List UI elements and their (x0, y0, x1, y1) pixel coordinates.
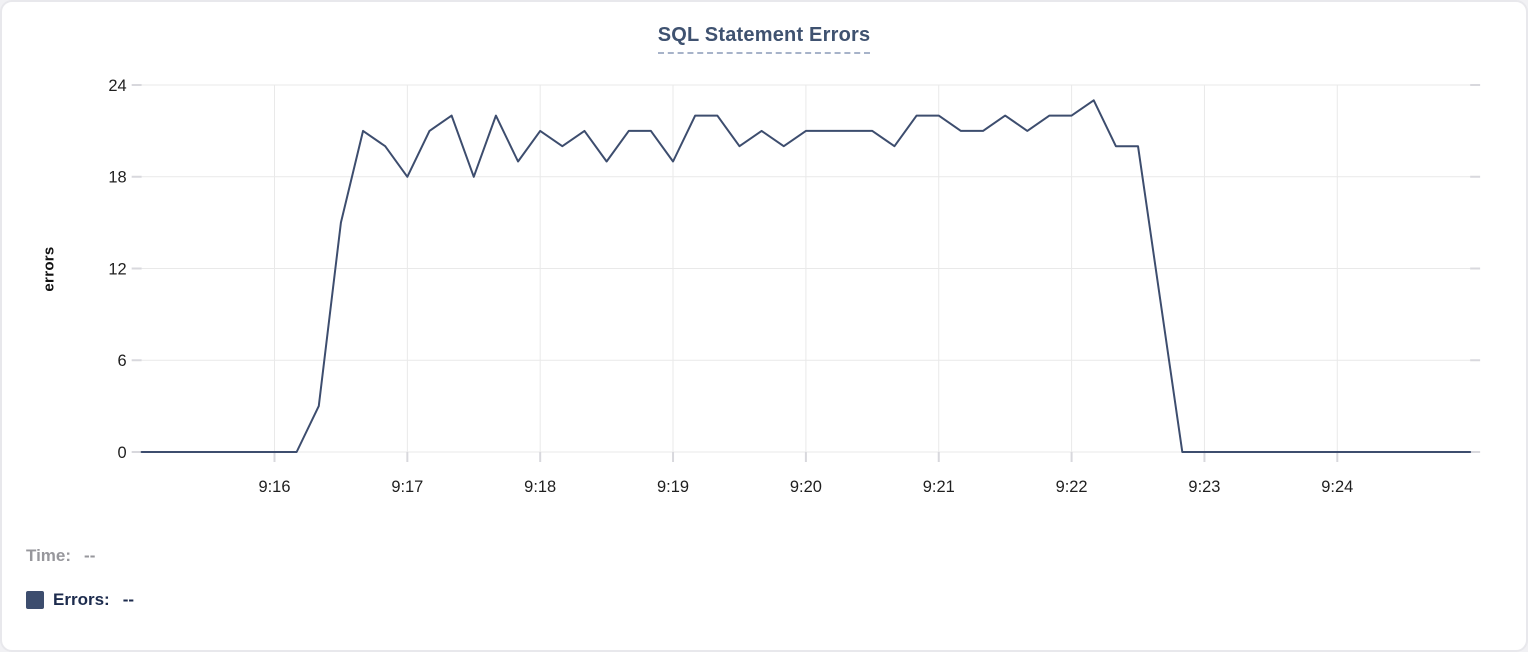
errors-line-chart[interactable]: 0 6 12 18 24 9:16 9:17 9:18 9:19 9:20 9:21 9:22 9:23… (2, 62, 1526, 502)
chart-readout: Time: -- Errors: -- (2, 546, 1526, 610)
chart-header: SQL Statement Errors (2, 2, 1526, 62)
errors-readout-value: -- (122, 590, 135, 609)
x-tick-label: 9:16 (258, 478, 290, 496)
y-tick-label: 12 (108, 260, 126, 278)
x-tick-label: 9:17 (391, 478, 423, 496)
x-tick-label: 9:24 (1321, 478, 1353, 496)
x-tick-label: 9:21 (923, 478, 955, 496)
time-readout-row: Time: -- (26, 546, 1526, 566)
errors-series-line[interactable] (140, 99, 1472, 453)
time-readout-value: -- (84, 546, 96, 565)
chart-title[interactable]: SQL Statement Errors (657, 24, 871, 54)
errors-readout-label: Errors: (53, 590, 110, 609)
x-tick-label: 9:19 (657, 478, 689, 496)
errors-series-swatch (26, 591, 44, 609)
x-tick-label: 9:20 (790, 478, 822, 496)
errors-readout-row: Errors: -- (26, 590, 1526, 610)
y-tick-label: 6 (118, 352, 127, 370)
time-readout-label: Time: (26, 546, 72, 565)
y-tick-label: 0 (118, 444, 127, 462)
x-tick-label: 9:22 (1056, 478, 1088, 496)
y-tick-label: 24 (108, 77, 126, 95)
chart-area: errors 0 6 12 18 24 9:16 9:17 9:18 9:19 9:20 9:21 9… (2, 62, 1526, 502)
x-tick-label: 9:23 (1188, 478, 1220, 496)
y-tick-label: 18 (108, 169, 126, 187)
y-axis-label: errors (40, 246, 58, 292)
x-tick-label: 9:18 (524, 478, 556, 496)
